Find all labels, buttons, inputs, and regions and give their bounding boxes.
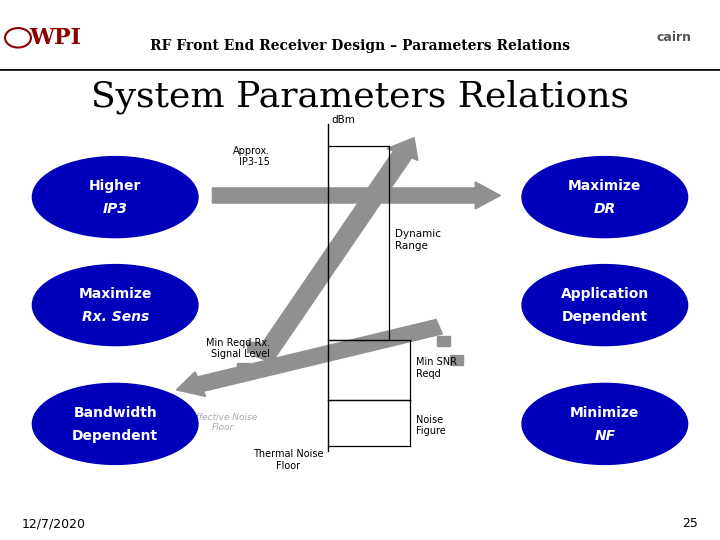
Text: Higher: Higher [89,179,141,193]
Text: Approx.
IP3-15: Approx. IP3-15 [233,146,270,167]
Text: Dynamic
Range: Dynamic Range [395,230,441,251]
Ellipse shape [32,265,198,346]
Text: cairn: cairn [656,31,691,44]
Text: System Parameters Relations: System Parameters Relations [91,80,629,114]
Bar [437,336,450,346]
Text: Thermal Noise
Floor: Thermal Noise Floor [253,449,323,471]
Bar [235,191,248,200]
Text: Effective Noise
Floor: Effective Noise Floor [189,413,257,432]
Bar [237,363,250,373]
Text: Application: Application [561,287,649,301]
FancyArrow shape [176,320,442,396]
Text: RF Front End Receiver Design – Parameters Relations: RF Front End Receiver Design – Parameter… [150,39,570,53]
Text: NF: NF [594,429,616,443]
Text: Maximize: Maximize [78,287,152,301]
Bar [247,342,260,352]
Ellipse shape [522,383,688,464]
Bar [450,355,463,365]
FancyArrow shape [212,182,500,209]
Text: DR: DR [594,202,616,216]
Text: Minimize: Minimize [570,406,639,420]
FancyArrow shape [254,138,418,362]
Text: IP3: IP3 [103,202,127,216]
Ellipse shape [522,265,688,346]
Text: 12/7/2020: 12/7/2020 [22,517,86,530]
Text: Min Reqd Rx.
Signal Level: Min Reqd Rx. Signal Level [206,338,270,359]
Text: Rx. Sens: Rx. Sens [81,310,149,324]
Bar [218,191,231,200]
Text: Maximize: Maximize [568,179,642,193]
Ellipse shape [522,157,688,238]
Text: WPI: WPI [29,27,81,49]
Ellipse shape [32,157,198,238]
Text: Dependent: Dependent [562,310,648,324]
Text: Noise
Figure: Noise Figure [416,415,446,436]
Text: dBm: dBm [331,115,355,125]
Text: 25: 25 [683,517,698,530]
Text: Min SNR
Reqd: Min SNR Reqd [416,357,457,379]
Text: Dependent: Dependent [72,429,158,443]
Text: Bandwidth: Bandwidth [73,406,157,420]
Ellipse shape [32,383,198,464]
